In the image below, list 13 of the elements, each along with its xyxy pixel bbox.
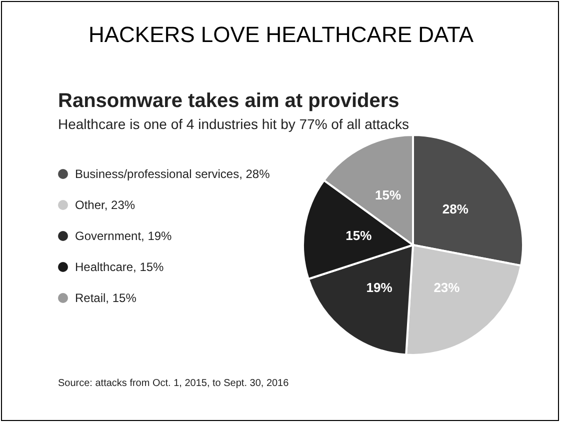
data-label: 19% bbox=[366, 280, 393, 296]
legend-label: Retail, 15% bbox=[75, 290, 136, 304]
data-label: 28% bbox=[442, 202, 469, 217]
legend-label: Business/professional services, 28% bbox=[75, 166, 270, 180]
text: Healthcare is one of 4 industries hit by 77% of all attacks bbox=[58, 116, 409, 132]
legend-label: Other, 23% bbox=[75, 198, 136, 212]
legend-label: Government, 19% bbox=[75, 228, 172, 242]
chart-title: HACKERS LOVE HEALTHCARE DATA bbox=[87, 22, 475, 48]
legend-label: Healthcare, 15% bbox=[75, 260, 164, 274]
source-note: Source: attacks from Oct. 1, 2015, to Sept. 30, 2016 bbox=[58, 378, 289, 389]
data-label: 15% bbox=[346, 228, 372, 243]
chart-subtitle: Ransomware takes aim at providers bbox=[58, 90, 400, 113]
data-label: 15% bbox=[375, 188, 402, 203]
